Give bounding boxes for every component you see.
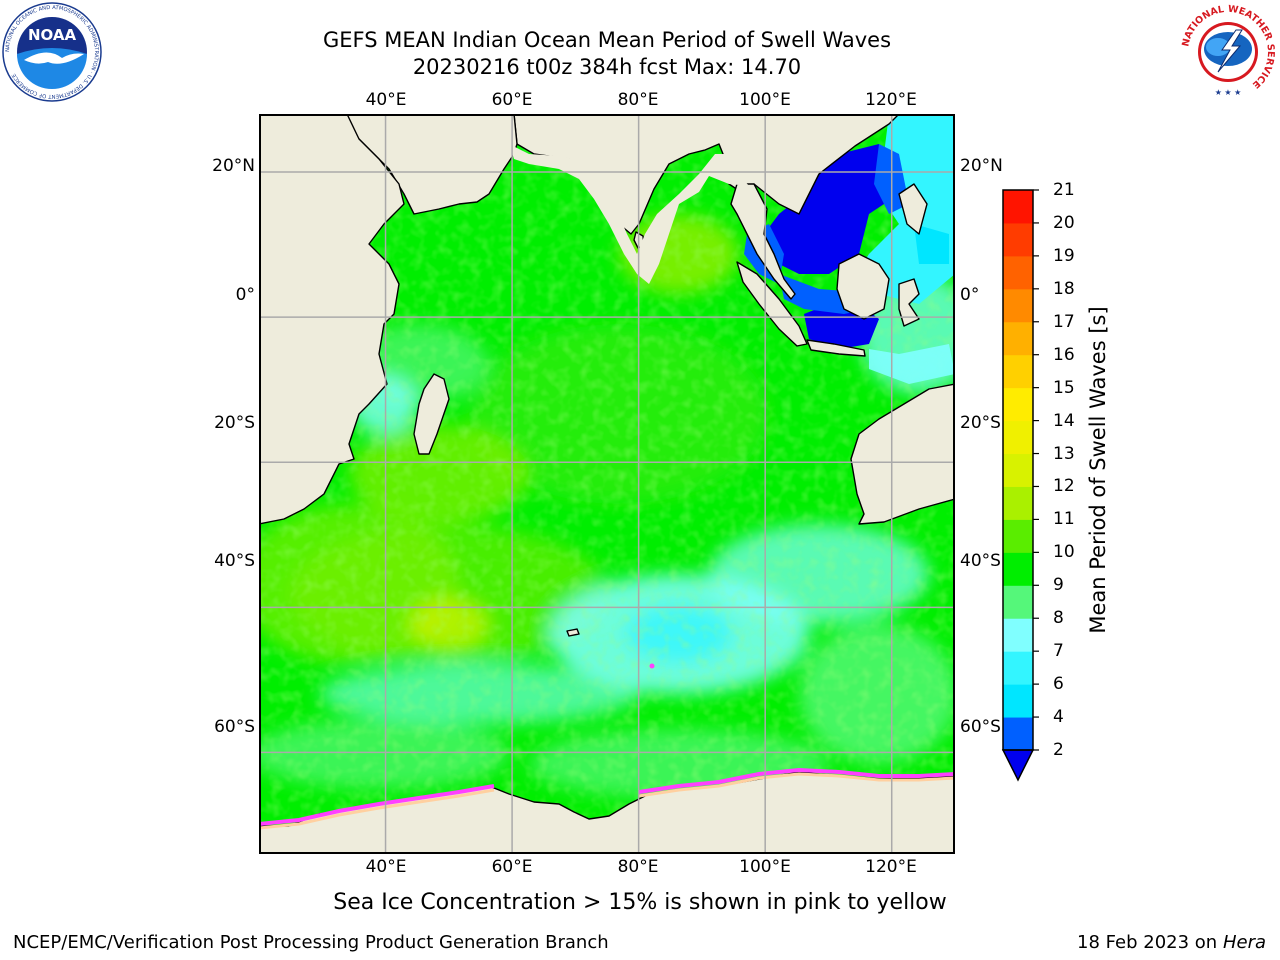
colorbar-tick-label: 14: [1053, 410, 1075, 431]
colorbar-tick-label: 12: [1053, 476, 1075, 497]
lon-label-top: 120°E: [865, 90, 917, 110]
lon-label-top: 40°E: [365, 90, 407, 110]
colorbar-segment: [1003, 222, 1033, 257]
lon-label-top: 100°E: [739, 90, 791, 110]
lat-label-right: 20°N: [960, 156, 1003, 176]
colorbar-border: [1002, 189, 1034, 751]
colorbar-tick-label: 2: [1053, 740, 1064, 760]
colorbar-tick-label: 10: [1053, 542, 1075, 563]
chart-subtitle: 20230216 t00z 384h fcst Max: 14.70: [412, 55, 802, 79]
sea-ice-footnote: Sea Ice Concentration > 15% is shown in …: [333, 890, 947, 915]
nws-logo: NATIONAL WEATHER SERVICE ★ ★ ★: [1178, 2, 1278, 102]
map-panel: [259, 114, 955, 854]
lat-label-left: 0°: [235, 285, 255, 305]
colorbar-tick-label: 18: [1053, 278, 1075, 299]
colorbar-segment: [1003, 288, 1033, 323]
noaa-logo: NATIONAL OCEANIC AND ATMOSPHERIC ADMINIS…: [2, 2, 102, 102]
lon-label-top: 60°E: [491, 90, 533, 110]
chart-title: GEFS MEAN Indian Ocean Mean Period of Sw…: [322, 28, 892, 52]
lat-label-right: 60°S: [960, 717, 1001, 737]
lon-label-bottom: 60°E: [491, 857, 533, 877]
colorbar-segment: [1003, 717, 1033, 751]
land-masses: [259, 114, 955, 854]
colorbar-segment: [1003, 387, 1033, 422]
lat-label-right: 0°: [960, 285, 980, 305]
colorbar-segment: [1003, 684, 1033, 718]
colorbar-tick-label: 17: [1053, 311, 1075, 332]
colorbar-segment: [1003, 585, 1033, 619]
map-border: [259, 114, 955, 854]
lon-label-top: 80°E: [617, 90, 659, 110]
colorbar-tick-label: 8: [1053, 608, 1064, 629]
noaa-logo-text: NOAA: [28, 26, 77, 44]
colorbar-segment: [1003, 552, 1033, 586]
colorbar-segment: [1003, 321, 1033, 356]
colorbar-segment: [1003, 618, 1033, 652]
colorbar-tick-label: 21: [1053, 180, 1075, 200]
lat-label-left: 60°S: [214, 717, 255, 737]
graticule: [259, 114, 955, 854]
lat-label-left: 20°S: [214, 413, 255, 433]
colorbar-tick-label: 20: [1053, 212, 1075, 233]
lon-label-bottom: 120°E: [865, 857, 917, 877]
lat-label-left: 40°S: [214, 551, 255, 571]
colorbar-segment: [1003, 651, 1033, 685]
date-text: 18 Feb 2023 on: [1077, 932, 1218, 953]
colorbar-segment: [1003, 354, 1033, 389]
colorbar-segment: [1003, 453, 1033, 487]
credit-line: NCEP/EMC/Verification Post Processing Pr…: [13, 932, 609, 953]
colorbar-tick-label: 16: [1053, 344, 1075, 365]
date-line: 18 Feb 2023 on Hera: [1077, 932, 1266, 953]
colorbar-tick-label: 9: [1053, 575, 1064, 596]
colorbar-extend-triangle: [1001, 749, 1035, 782]
colorbar-segment: [1003, 420, 1033, 455]
lon-label-bottom: 40°E: [365, 857, 407, 877]
colorbar: [1001, 189, 1039, 782]
colorbar-segment: [1003, 486, 1033, 520]
colorbar-tick-label: 19: [1053, 245, 1075, 266]
colorbar-segment: [1003, 255, 1033, 290]
colorbar-tick-label: 13: [1053, 443, 1075, 464]
colorbar-tick-label: 6: [1053, 674, 1064, 695]
machine-name: Hera: [1222, 932, 1266, 953]
lat-label-right: 20°S: [960, 413, 1001, 433]
lat-label-right: 40°S: [960, 551, 1001, 571]
svg-text:★ ★ ★: ★ ★ ★: [1215, 88, 1242, 97]
colorbar-tick-label: 4: [1053, 707, 1064, 728]
lon-label-bottom: 80°E: [617, 857, 659, 877]
lon-label-bottom: 100°E: [739, 857, 791, 877]
colorbar-tick-label: 15: [1053, 377, 1075, 398]
colorbar-segment: [1003, 519, 1033, 553]
colorbar-tick-label: 11: [1053, 509, 1075, 530]
colorbar-segment: [1003, 190, 1033, 224]
swell-period-map: [259, 114, 955, 854]
lat-label-left: 20°N: [212, 156, 255, 176]
sea-ice-edge: [259, 663, 955, 830]
colorbar-label: Mean Period of Swell Waves [s]: [1086, 306, 1110, 634]
colorbar-tick-label: 7: [1053, 641, 1064, 662]
